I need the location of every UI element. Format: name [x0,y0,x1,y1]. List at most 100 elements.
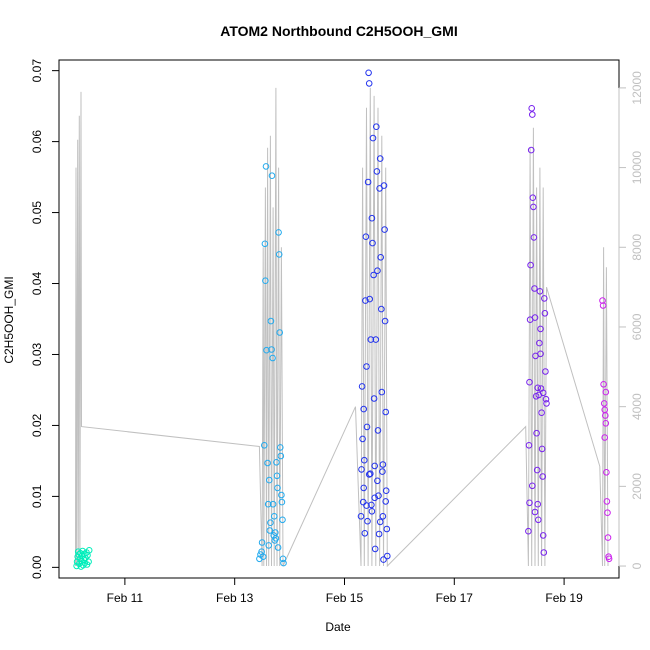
data-point [365,69,372,77]
data-point [275,251,283,258]
data-point [85,558,92,566]
data-point [368,508,376,515]
data-point [279,516,286,524]
y-axis-label: C2H5OOH_GMI [2,276,16,363]
data-point [530,234,538,241]
data-point [382,487,390,495]
data-point [269,354,276,362]
data-point [279,555,287,563]
y-axis: 0.00 0.01 0.02 0.03 0.04 0.05 0.06 0.07 [30,59,60,579]
data-point [280,559,287,567]
data-point [527,146,535,154]
data-points-layer [73,69,613,570]
data-point [379,461,387,468]
data-point [530,203,537,211]
data-point [534,384,542,392]
data-point [531,314,539,321]
data-point [599,302,607,309]
data-point [270,513,278,520]
data-point [269,500,277,508]
data-point [361,530,369,537]
data-point [379,513,387,520]
data-point [374,477,381,485]
data-point [261,240,269,248]
data-point [525,442,533,449]
data-point [604,534,612,541]
data-point [536,288,544,295]
data-point [533,466,541,474]
x-tick-label: Feb 13 [216,591,254,605]
data-point [537,350,544,358]
data-point [368,501,375,509]
y-tick-label: 0.05 [30,201,44,225]
right-y-tick-label: 12000 [630,71,644,105]
data-point [362,297,369,304]
data-point [365,80,373,87]
data-point [381,317,389,325]
data-point [534,500,542,508]
data-point [375,530,383,538]
data-point [278,491,285,499]
x-tick-label: Feb 11 [107,591,144,605]
data-point [602,412,609,419]
data-point [364,178,372,186]
right-y-tick-label: 6000 [630,313,644,340]
data-point [268,172,276,179]
data-point [383,525,391,533]
data-point [531,508,539,516]
data-point [363,423,371,431]
data-point [535,516,542,524]
data-point [528,105,536,112]
x-axis: Feb 11 Feb 13 Feb 15 Feb 17 Feb 19 [107,577,583,605]
data-point [358,383,366,390]
data-point [604,509,611,517]
data-point [527,261,534,269]
data-point [266,476,273,484]
right-y-tick-label: 0 [630,562,644,569]
data-point [377,253,385,261]
data-point [364,517,371,525]
y-tick-label: 0.06 [30,130,44,154]
chart-title: ATOM2 Northbound C2H5OOH_GMI [220,23,457,39]
data-point [374,267,381,275]
data-point [380,556,387,563]
data-point [599,297,606,304]
data-point [529,482,536,490]
data-point [603,469,610,476]
data-point [267,317,275,325]
x-tick-label: Feb 17 [436,591,474,605]
data-point [357,513,365,520]
data-point [359,435,366,443]
data-point [379,468,386,475]
data-point [382,498,390,505]
data-point [359,498,367,506]
data-point [372,336,380,343]
data-point [277,452,285,460]
data-point [536,339,543,347]
altitude-line [75,87,609,568]
data-point [531,285,538,292]
data-point [603,498,611,505]
data-point [543,400,550,407]
data-point [361,456,368,464]
data-point [369,134,377,142]
data-point [256,555,263,563]
data-point [363,502,370,509]
data-point [366,295,374,303]
right-y-axis: 0 2000 4000 6000 8000 10000 12000 [618,71,644,569]
data-point [368,214,376,222]
data-point [375,492,382,500]
data-point [373,123,380,130]
data-point [542,368,549,375]
data-point [367,470,374,478]
data-point [526,378,533,386]
data-point [264,459,271,467]
data-point [380,182,388,189]
data-point [259,553,267,561]
data-point [274,544,282,551]
data-point [267,519,274,527]
data-point [382,408,390,416]
data-point [275,229,282,236]
data-point [362,233,370,240]
